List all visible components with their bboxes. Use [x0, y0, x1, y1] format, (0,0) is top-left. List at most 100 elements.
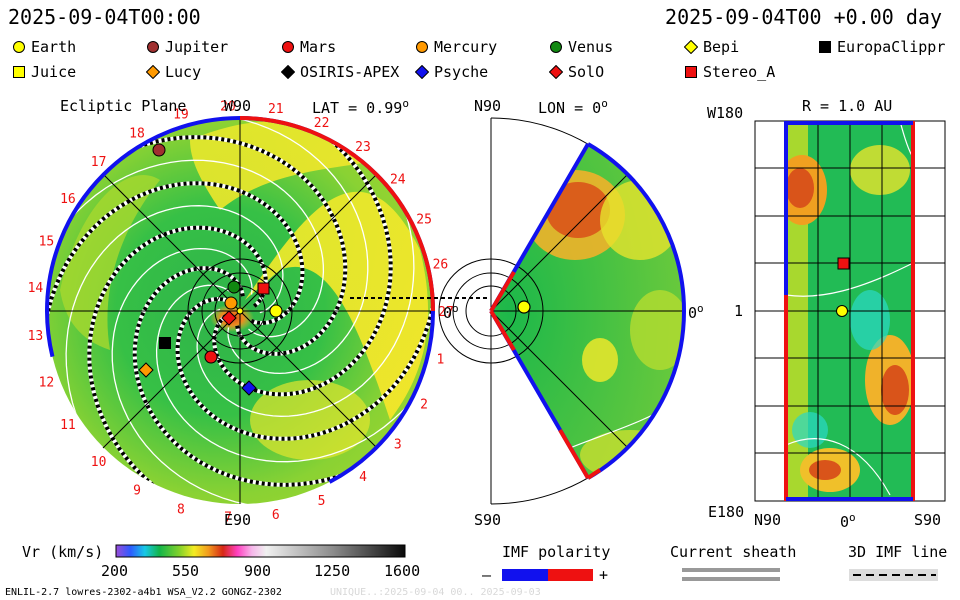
colorbar-tick-200: 200 — [101, 562, 129, 580]
map-title: R = 1.0 AU — [802, 97, 893, 115]
stereo-a-marker — [257, 282, 270, 295]
imf-plus: + — [599, 566, 609, 584]
carrington-tick-14: 14 — [28, 281, 44, 296]
carrington-tick-16: 16 — [60, 192, 76, 207]
earth-marker — [269, 304, 283, 318]
earth-marker-meridional — [517, 300, 531, 314]
legend-diamond-icon — [415, 65, 429, 79]
imf-line-title: 3D IMF line — [848, 543, 948, 561]
carrington-tick-4: 4 — [359, 470, 367, 485]
mars-marker — [204, 350, 218, 364]
header-right-time: 2025-09-04T00 +0.00 day — [665, 5, 942, 29]
meridional-top-label: N90 — [474, 97, 502, 115]
map-top-left: W180 — [707, 104, 744, 122]
legend-item-europaclippr: EuropaClippr — [818, 38, 945, 56]
current-sheath-line — [155, 284, 433, 463]
carrington-tick-7: 7 — [224, 511, 232, 526]
legend-diamond-icon — [146, 65, 160, 79]
ecliptic-title: Ecliptic Plane — [60, 97, 187, 115]
footer-left: ENLIL-2.7 lowres-2302-a4b1 WSA_V2.2 GONG… — [5, 587, 282, 598]
map-axis-n90: N90 — [754, 511, 782, 529]
carrington-tick-11: 11 — [60, 418, 76, 433]
current-sheath-line — [122, 118, 369, 375]
carrington-tick-9: 9 — [133, 483, 141, 498]
earth-marker-map — [836, 305, 848, 317]
legend-item-earth: Earth — [12, 38, 76, 56]
ecliptic-right-label: 0o — [443, 302, 459, 322]
carrington-tick-26: 26 — [433, 258, 449, 273]
legend-diamond-icon — [549, 65, 563, 79]
carrington-tick-5: 5 — [318, 494, 326, 509]
legend-diamond-icon — [281, 65, 295, 79]
carrington-tick-8: 8 — [177, 502, 185, 517]
imf-spiral-base — [87, 225, 268, 504]
lucy-marker — [138, 362, 154, 378]
current-sheath-line — [47, 159, 325, 338]
carrington-tick-20: 20 — [220, 99, 236, 114]
sun-marker — [236, 307, 244, 315]
legend-diamond-icon — [684, 40, 698, 54]
map-mid-left: 1 — [734, 302, 744, 320]
carrington-tick-6: 6 — [272, 508, 280, 523]
carrington-tick-18: 18 — [129, 127, 145, 142]
carrington-tick-12: 12 — [39, 376, 55, 391]
carrington-tick-3: 3 — [394, 437, 402, 452]
europaclipper-marker — [159, 337, 171, 349]
map-bottom-left: E180 — [708, 503, 745, 521]
carrington-tick-13: 13 — [28, 329, 44, 344]
psyche-marker — [241, 380, 257, 396]
imf-spiral-base — [47, 181, 305, 434]
meridional-bottom-label: S90 — [474, 511, 502, 529]
colorbar-label: Vr (km/s) — [22, 543, 104, 561]
legend-item-bepi: Bepi — [684, 38, 739, 56]
legend-item-jupiter: Jupiter — [146, 38, 228, 56]
map-axis-0: 0o — [840, 511, 856, 531]
current-sheath-line — [65, 205, 284, 504]
jupiter-marker — [152, 143, 166, 157]
colorbar-tick-1250: 1250 — [314, 562, 351, 580]
meridional-lon-label: LON = 0o — [538, 97, 608, 117]
legend-square-icon — [13, 66, 25, 78]
map-axis-s90: S90 — [914, 511, 942, 529]
ecliptic-body-markers — [138, 143, 283, 396]
legend-item-juice: Juice — [12, 63, 76, 81]
meridional-panel — [438, 117, 687, 505]
carrington-tick-21: 21 — [268, 102, 284, 117]
current-sheath-sample — [682, 568, 780, 572]
imf-polarity-title: IMF polarity — [502, 543, 611, 561]
carrington-tick-27: 27 — [438, 305, 454, 320]
legend-item-venus: Venus — [549, 38, 613, 56]
stereo-a-marker-map — [837, 257, 850, 270]
legend-item-stereo-a: Stereo_A — [684, 63, 775, 81]
ecliptic-bottom-label: E90 — [224, 511, 252, 529]
meridional-right-label: 0o — [688, 302, 704, 322]
legend-item-mars: Mars — [281, 38, 336, 56]
ecliptic-top-label: W90 — [224, 97, 252, 115]
current-sheath-line — [111, 247, 358, 504]
imf-negative-bar — [502, 569, 548, 581]
legend-circle-icon — [13, 41, 25, 53]
header-left-time: 2025-09-04T00:00 — [8, 5, 201, 29]
legend-item-mercury: Mercury — [415, 38, 497, 56]
carrington-tick-2: 2 — [420, 398, 428, 413]
imf-spiral-base — [175, 188, 433, 441]
imf-positive-bar — [548, 569, 593, 581]
legend-item-solo: SolO — [549, 63, 604, 81]
legend-square-icon — [819, 41, 831, 53]
carrington-tick-1: 1 — [436, 353, 444, 368]
venus-marker — [227, 280, 241, 294]
legend-item-psyche: Psyche — [415, 63, 488, 81]
colorbar-tick-900: 900 — [244, 562, 272, 580]
legend-circle-icon — [147, 41, 159, 53]
imf-spiral-base — [132, 266, 433, 487]
current-sheath-line — [196, 118, 415, 417]
legend-circle-icon — [282, 41, 294, 53]
solo-marker — [221, 310, 237, 326]
mercury-marker — [224, 296, 238, 310]
colorbar-tick-550: 550 — [172, 562, 200, 580]
legend-square-icon — [685, 66, 697, 78]
carrington-tick-24: 24 — [390, 173, 406, 188]
legend-item-lucy: Lucy — [146, 63, 201, 81]
